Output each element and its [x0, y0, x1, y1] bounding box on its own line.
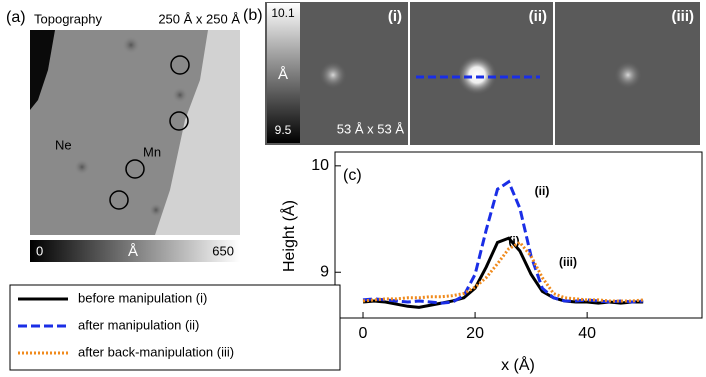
adatom [74, 159, 90, 175]
marker-circle [169, 111, 189, 131]
bright-terrace [155, 30, 240, 235]
species-label: Mn [143, 144, 161, 159]
marker-circle [109, 190, 129, 210]
series-line [362, 240, 644, 303]
legend-label: after back-manipulation (iii) [78, 344, 234, 359]
annotation: (i) [508, 234, 519, 248]
annotation: (ii) [535, 184, 550, 198]
y-tick-label: 9 [320, 263, 329, 280]
image-label: (i) [388, 8, 402, 25]
profile-chart: (c) x (Å) Height (Å) (i) (ii) (iii) 0 20 4… [279, 151, 703, 374]
annotation: (iii) [559, 255, 577, 269]
scale-label: 53 Å x 53 Å [337, 121, 405, 136]
legend: before manipulation (i) after manipulatio… [9, 284, 341, 371]
colorbar-max: 10.1 [271, 6, 295, 20]
panel-label: (b) [243, 7, 263, 24]
x-tick-label: 20 [466, 325, 484, 342]
species-label: Ne [55, 137, 72, 152]
image-title: Topography [34, 11, 102, 26]
legend-label: before manipulation (i) [78, 290, 207, 305]
colorbar [30, 240, 240, 262]
plot-frame [334, 151, 703, 319]
x-axis-label: x (Å) [501, 355, 535, 374]
adatom [149, 203, 163, 217]
atom-blob [457, 55, 497, 95]
series-line [362, 236, 644, 309]
adatom [122, 36, 140, 54]
legend-label: after manipulation (ii) [78, 317, 199, 332]
scale-label: 250 Å x 250 Å [158, 11, 240, 26]
panel-a: (a) Topography 250 Å x 250 Å Ne Mn 0 Å 6… [6, 9, 240, 262]
image-label: (ii) [529, 8, 547, 25]
panel-label: (a) [6, 9, 26, 26]
colorbar [267, 3, 300, 143]
colorbar-max: 650 [212, 243, 234, 258]
x-tick-label: 40 [578, 325, 596, 342]
panel-label: (c) [343, 167, 362, 184]
y-axis-label: Height (Å) [279, 200, 298, 272]
atom-blob [614, 61, 642, 89]
marker-circle [170, 55, 190, 75]
adatom [172, 87, 188, 103]
y-tick-label: 10 [311, 157, 329, 174]
image-label: (iii) [672, 8, 695, 25]
colorbar-min: 0 [36, 243, 43, 258]
colorbar-min: 9.5 [275, 123, 292, 137]
series-line [362, 179, 644, 305]
marker-circle [125, 159, 145, 179]
colorbar-unit: Å [278, 66, 288, 83]
atom-blob [319, 61, 347, 89]
colorbar-unit: Å [128, 243, 138, 260]
dark-terrace [30, 30, 55, 110]
x-tick-label: 0 [359, 325, 368, 342]
panel-b: (b) 10.1 Å 9.5 53 Å x 53 Å (i) (ii) (iii… [243, 2, 700, 145]
